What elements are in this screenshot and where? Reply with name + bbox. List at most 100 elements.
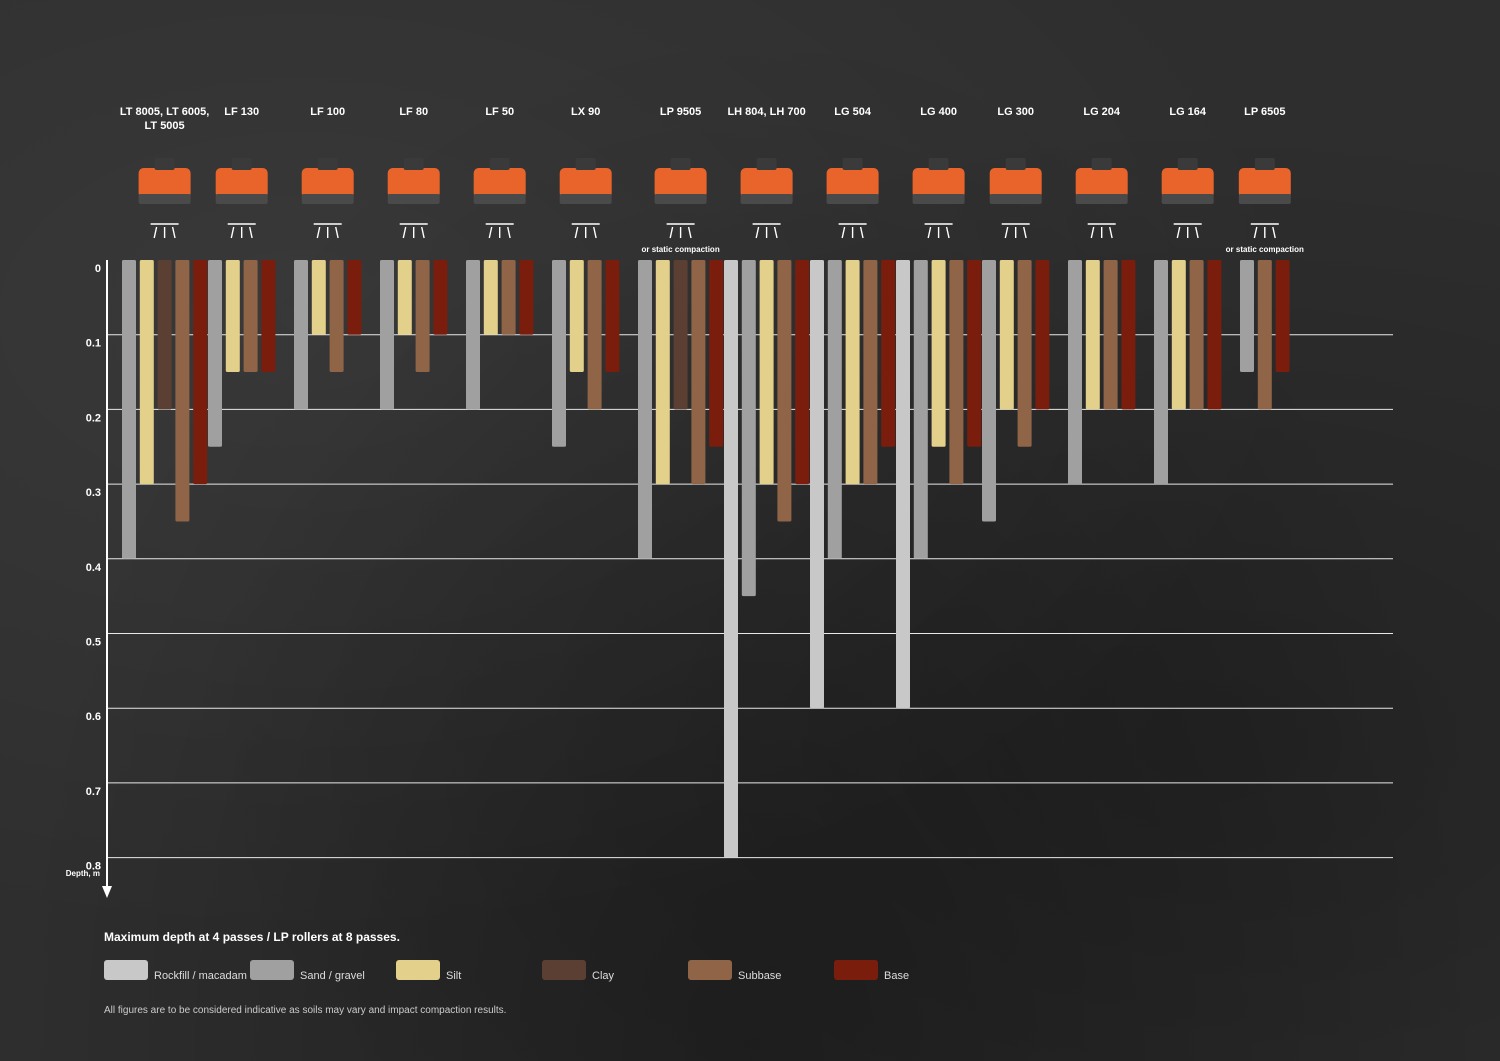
bar-4: [691, 260, 706, 485]
machine-label-line: LT 5005: [145, 120, 185, 132]
bar-1: [122, 260, 136, 559]
machine-image: [1238, 158, 1291, 204]
machine-label: LP 6505: [1244, 106, 1285, 118]
arrow-shaft: [402, 226, 407, 239]
machine-base: [138, 194, 191, 204]
machine-engine: [928, 158, 949, 170]
arrow-shaft: [945, 226, 950, 239]
compaction-arrows-icon: [924, 223, 953, 239]
legend-item: Clay: [542, 960, 688, 982]
bar-3: [157, 260, 172, 410]
machine-image: [387, 158, 440, 204]
machine-image: [1075, 158, 1128, 204]
arrow-shaft: [669, 226, 674, 239]
bar-5: [795, 260, 810, 485]
footnote: All figures are to be considered indicat…: [104, 1005, 507, 1016]
machine-base: [1238, 194, 1291, 204]
bar-1: [827, 260, 842, 559]
machine-engine: [756, 158, 777, 170]
bar-2: [999, 260, 1014, 410]
machine-body: [654, 168, 707, 198]
bar-5: [1035, 260, 1050, 410]
machine-label: LT 8005, LT 6005, LT 5005: [120, 106, 209, 132]
machine-base: [740, 194, 793, 204]
bar-4: [1189, 260, 1204, 410]
bar-4: [329, 260, 344, 373]
machine-label: LG 204: [1083, 106, 1121, 118]
machine-body: [989, 168, 1042, 198]
bar-5: [1121, 260, 1136, 410]
arrow-shaft: [171, 226, 176, 239]
machine-base: [912, 194, 965, 204]
bar-5: [881, 260, 896, 447]
legend-swatch: [834, 960, 878, 980]
bar-2: [759, 260, 774, 485]
legend-item: Silt: [396, 960, 542, 982]
compaction-arrows-icon: [150, 223, 179, 239]
machine-body: [1075, 168, 1128, 198]
compaction-arrows-icon: [227, 223, 256, 239]
bar-4: [777, 260, 792, 522]
bar-2: [397, 260, 412, 335]
bar-5: [1275, 260, 1290, 373]
machine-image: [301, 158, 354, 204]
y-tick-label: 0.7: [86, 786, 101, 798]
y-tick-label: 0.2: [86, 412, 101, 424]
machine-engine: [1254, 158, 1275, 170]
legend-title: Maximum depth at 4 passes / LP rollers a…: [104, 930, 400, 944]
arrow-shaft: [841, 226, 846, 239]
machine-label: LF 130: [224, 106, 259, 118]
machine-base: [826, 194, 879, 204]
bar-5: [519, 260, 534, 335]
machine-engine: [403, 158, 424, 170]
bar-1: [1240, 260, 1254, 373]
machine-label: LG 400: [920, 106, 957, 118]
machine-image: [559, 158, 612, 204]
y-tick-label: 0.1: [86, 338, 101, 350]
legend-swatch: [396, 960, 440, 980]
bar-5: [261, 260, 276, 373]
bar-2: [1171, 260, 1186, 410]
machine-image: [989, 158, 1042, 204]
machine-body: [1161, 168, 1214, 198]
machine-engine: [1091, 158, 1112, 170]
machine-body: [740, 168, 793, 198]
machine-label: LF 50: [485, 106, 514, 118]
machine-engine: [231, 158, 252, 170]
machine-image: [473, 158, 526, 204]
bar-0: [810, 260, 824, 709]
machine-engine: [842, 158, 863, 170]
machine-label: LF 100: [310, 106, 345, 118]
bar-1: [638, 260, 652, 559]
arrow-shaft: [1272, 226, 1276, 239]
legend-label: Rockfill / macadam: [154, 970, 247, 982]
machine-base: [989, 194, 1042, 204]
arrow-shaft: [1023, 226, 1027, 239]
legend-swatch: [104, 960, 148, 980]
y-tick-label: 0.4: [86, 562, 102, 574]
compaction-arrows-icon: [571, 223, 600, 239]
machine-label: LH 804, LH 700: [727, 106, 805, 118]
machine-engine: [670, 158, 691, 170]
arrow-shaft: [153, 226, 158, 239]
bar-1: [294, 260, 308, 410]
bar-2: [311, 260, 326, 335]
bar-4: [1017, 260, 1032, 447]
bar-5: [967, 260, 982, 447]
machine-label: LG 504: [834, 106, 872, 118]
bar-4: [587, 260, 602, 410]
machine-body: [473, 168, 526, 198]
bar-2: [655, 260, 670, 485]
arrow-shaft: [927, 226, 932, 239]
machine-base: [559, 194, 612, 204]
bar-1: [913, 260, 928, 559]
arrow-shaft: [1195, 226, 1199, 239]
machine-body: [559, 168, 612, 198]
compaction-arrows-icon: [666, 223, 695, 239]
bar-1: [466, 260, 480, 410]
machine-image: [654, 158, 707, 204]
arrow-shaft: [421, 226, 425, 239]
machine-label: LG 164: [1169, 106, 1207, 118]
arrow-shaft: [755, 226, 760, 239]
